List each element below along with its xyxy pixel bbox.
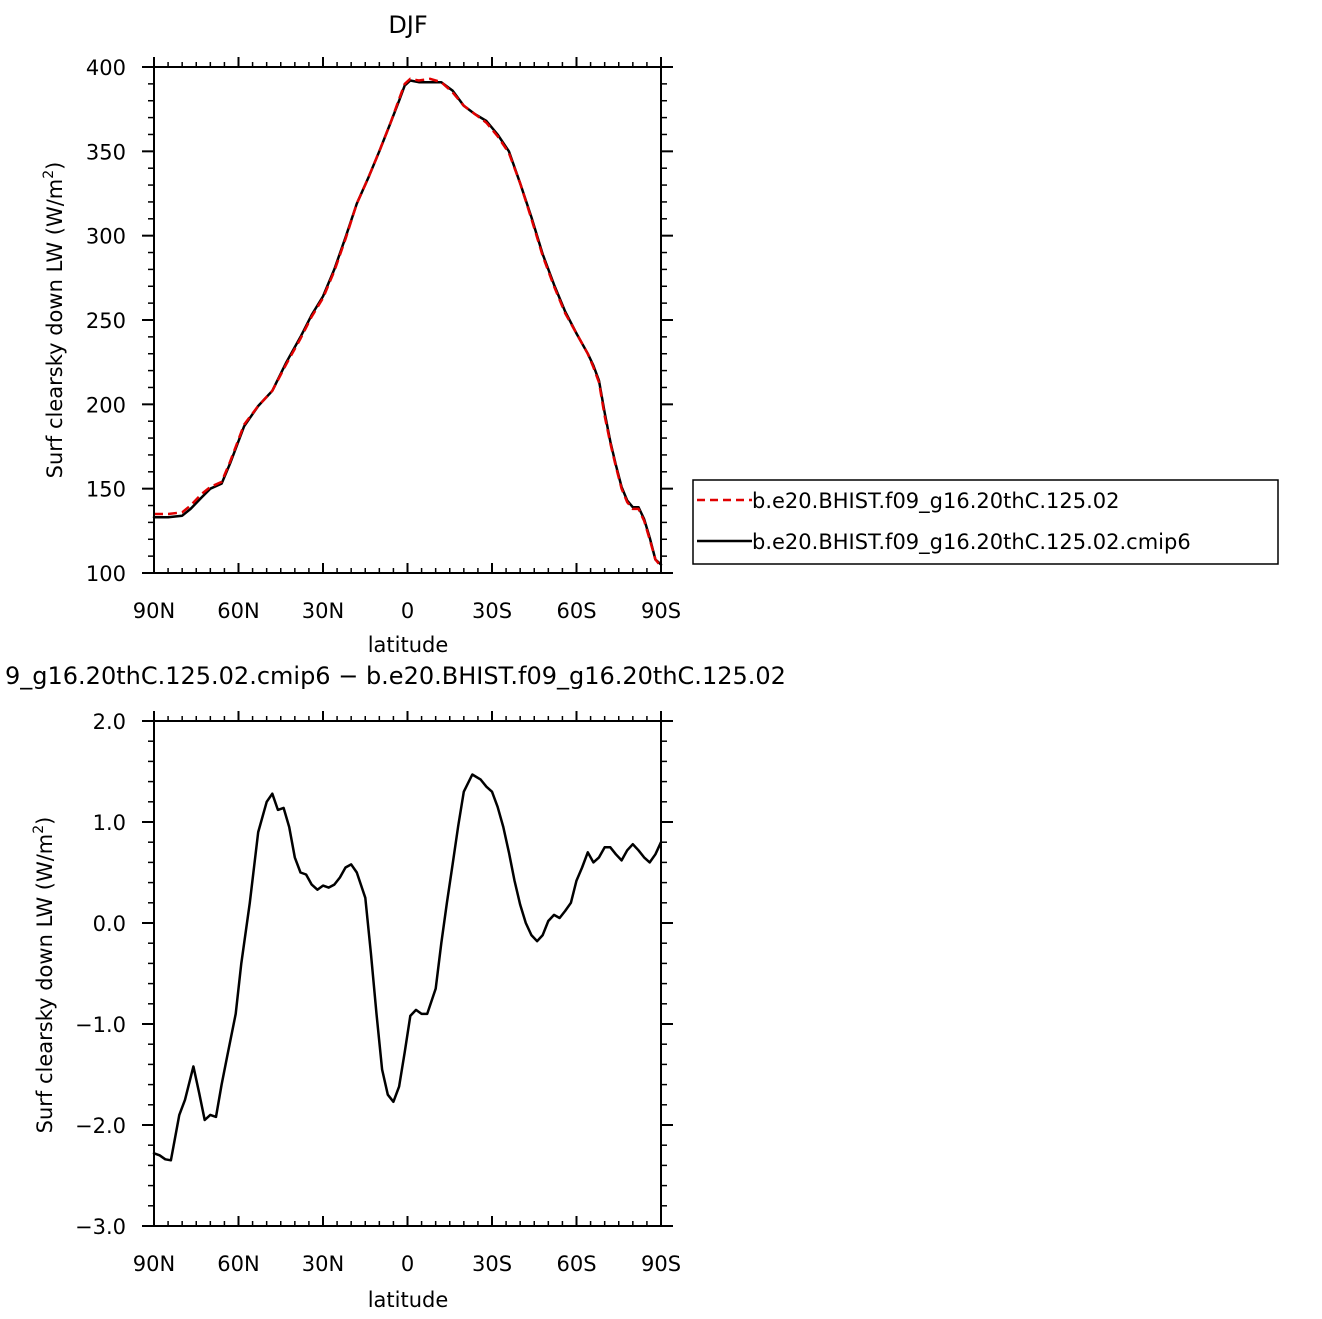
bottom-y-tick-label: 1.0	[93, 811, 126, 835]
top-x-tick-label: 30N	[302, 599, 344, 623]
bottom-y-tick-label: −1.0	[75, 1013, 126, 1037]
top-y-tick-label: 400	[86, 56, 126, 80]
bottom-series-line-solid	[152, 773, 663, 1162]
legend-box	[692, 479, 1279, 565]
top-y-tick-label: 200	[86, 393, 126, 417]
bottom-y-axis-label: Surf clearsky down LW (W/m2)	[31, 817, 57, 1134]
top-line-chart: DJF 90N 60N 30N 0 30S 60S 90S 100 150 200 250 300 35…	[41, 11, 1279, 657]
bottom-chart-title: 9_g16.20thC.125.02.cmip6 − b.e20.BHIST.f…	[5, 662, 786, 690]
bottom-x-axis-label: latitude	[368, 1288, 449, 1312]
top-chart-title: DJF	[388, 11, 427, 39]
top-series-group	[152, 77, 663, 568]
top-axis-ticks: 90N 60N 30N 0 30S 60S 90S 100 150 200 250 300 350 400	[86, 56, 681, 623]
bottom-x-tick-label: 60S	[556, 1252, 596, 1276]
top-y-tick-label: 150	[86, 478, 126, 502]
bottom-x-tick-label: 60N	[217, 1252, 259, 1276]
top-x-axis-label: latitude	[368, 633, 449, 657]
top-y-tick-label: 100	[86, 562, 126, 586]
top-x-tick-label: 30S	[472, 599, 512, 623]
top-y-tick-label: 300	[86, 225, 126, 249]
top-series-line-dashed	[154, 77, 662, 568]
legend-label-cmip6: b.e20.BHIST.f09_g16.20thC.125.02.cmip6	[752, 530, 1191, 555]
bottom-y-tick-label: −2.0	[75, 1114, 126, 1138]
top-x-tick-label: 0	[401, 599, 414, 623]
bottom-x-tick-label: 30S	[472, 1252, 512, 1276]
bottom-axis-ticks: 90N 60N 30N 0 30S 60S 90S −3.0 −2.0 −1.0 0.0 1.0 2.0	[75, 710, 681, 1276]
top-y-axis-label: Surf clearsky down LW (W/m2)	[41, 162, 67, 479]
bottom-x-tick-label: 0	[401, 1252, 414, 1276]
bottom-y-tick-label: −3.0	[75, 1215, 126, 1239]
top-plot-frame	[153, 66, 662, 574]
top-legend: b.e20.BHIST.f09_g16.20thC.125.02 b.e20.B…	[692, 479, 1279, 565]
bottom-x-tick-label: 90N	[133, 1252, 175, 1276]
bottom-plot-frame	[153, 720, 662, 1227]
bottom-series-group	[152, 773, 663, 1162]
bottom-x-tick-label: 90S	[641, 1252, 681, 1276]
top-x-tick-label: 60N	[217, 599, 259, 623]
legend-label-base: b.e20.BHIST.f09_g16.20thC.125.02	[752, 489, 1119, 514]
top-y-tick-label: 250	[86, 309, 126, 333]
top-y-tick-label: 350	[86, 140, 126, 164]
top-x-tick-label: 90S	[641, 599, 681, 623]
top-series-line-solid	[152, 79, 663, 566]
bottom-line-chart: 9_g16.20thC.125.02.cmip6 − b.e20.BHIST.f…	[5, 662, 786, 1312]
bottom-y-tick-label: 2.0	[93, 710, 126, 734]
top-x-tick-label: 90N	[133, 599, 175, 623]
top-x-tick-label: 60S	[556, 599, 596, 623]
bottom-y-tick-label: 0.0	[93, 912, 126, 936]
bottom-x-tick-label: 30N	[302, 1252, 344, 1276]
